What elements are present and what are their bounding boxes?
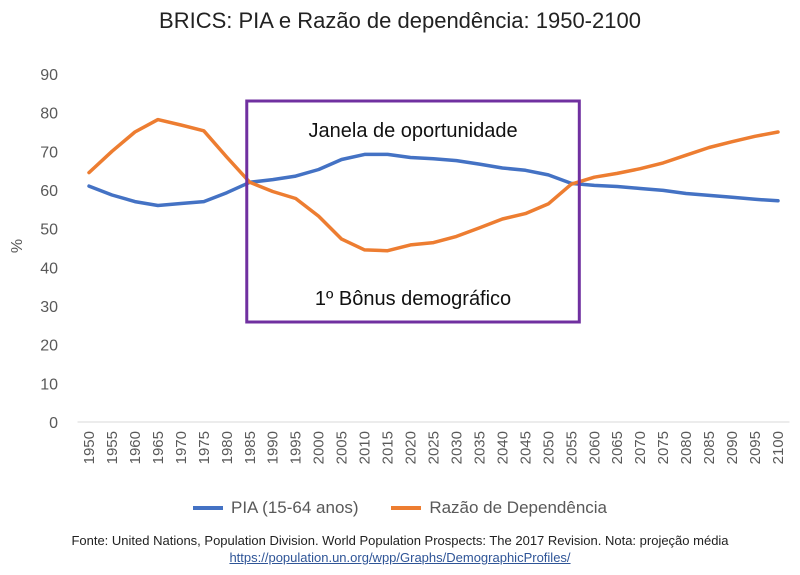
x-tick-label: 2025	[426, 431, 443, 464]
y-tick-labels: 0 10 20 30 40 50 60 70 80 90	[40, 67, 58, 432]
x-tick-label: 1985	[242, 431, 259, 464]
x-tick-label: 2065	[609, 431, 626, 464]
source-link[interactable]: https://population.un.org/wpp/Graphs/Dem…	[229, 550, 571, 565]
x-tick-label: 2000	[311, 431, 328, 464]
x-tick-label: 1960	[127, 431, 144, 464]
x-tick-label: 2030	[448, 431, 465, 464]
x-tick-label: 2070	[632, 431, 649, 464]
x-tick-label: 2060	[586, 431, 603, 464]
y-tick-label: 50	[40, 222, 58, 239]
x-tick-label: 2050	[540, 431, 557, 464]
y-tick-label: 40	[40, 260, 58, 277]
legend-item-dependency: Razão de Dependência	[391, 498, 607, 518]
x-tick-label: 2080	[678, 431, 695, 464]
x-tick-label: 2075	[655, 431, 672, 464]
legend-label-dependency: Razão de Dependência	[429, 498, 607, 517]
legend-swatch-pia	[193, 506, 223, 510]
series-line-dependency	[87, 117, 780, 253]
x-tick-label: 1955	[104, 431, 121, 464]
x-tick-label: 1950	[81, 431, 98, 464]
x-tick-labels: 1950 1955 1960 1965 1970 1975 1980 1985 1990 1995…	[81, 431, 787, 464]
legend-swatch-dependency	[391, 506, 422, 510]
x-tick-label: 2040	[494, 431, 511, 464]
chart-title: BRICS: PIA e Razão de dependência: 1950-…	[159, 8, 641, 33]
source-text: Fonte: United Nations, Population Divisi…	[71, 533, 729, 548]
y-tick-label: 0	[49, 415, 58, 432]
x-tick-label: 1965	[150, 431, 167, 464]
x-tick-label: 1970	[173, 431, 190, 464]
x-tick-label: 1975	[196, 431, 213, 464]
series-line-pia	[87, 152, 780, 208]
annotation-bonus: 1º Bônus demográfico	[315, 288, 511, 310]
y-tick-label: 20	[40, 338, 58, 355]
y-tick-label: 30	[40, 299, 58, 316]
y-tick-label: 80	[40, 106, 58, 123]
x-tick-label: 2005	[334, 431, 351, 464]
opportunity-window-box	[245, 99, 581, 324]
x-tick-label: 2015	[380, 431, 397, 464]
series-lines	[87, 117, 780, 253]
x-tick-label: 2085	[701, 431, 718, 464]
legend: PIA (15-64 anos) Razão de Dependência	[0, 495, 800, 518]
x-tick-label: 1995	[288, 431, 305, 464]
x-tick-label: 2095	[747, 431, 764, 464]
x-tick-label: 2100	[770, 431, 787, 464]
y-tick-label: 60	[40, 183, 58, 200]
x-tick-label: 2020	[403, 431, 420, 464]
y-tick-label: 10	[40, 376, 58, 393]
x-tick-label: 2010	[357, 431, 374, 464]
annotation-window: Janela de oportunidade	[309, 120, 518, 142]
legend-label-pia: PIA (15-64 anos)	[231, 498, 359, 517]
y-axis-label: %	[9, 239, 26, 253]
x-tick-label: 2090	[724, 431, 741, 464]
y-tick-label: 90	[40, 67, 58, 84]
x-tick-label: 2045	[517, 431, 534, 464]
legend-item-pia: PIA (15-64 anos)	[193, 498, 359, 518]
x-tick-label: 1990	[265, 431, 282, 464]
x-tick-label: 2055	[563, 431, 580, 464]
x-tick-label: 2035	[471, 431, 488, 464]
y-tick-label: 70	[40, 144, 58, 161]
x-tick-label: 1980	[219, 431, 236, 464]
source-note: Fonte: United Nations, Population Divisi…	[0, 532, 800, 566]
